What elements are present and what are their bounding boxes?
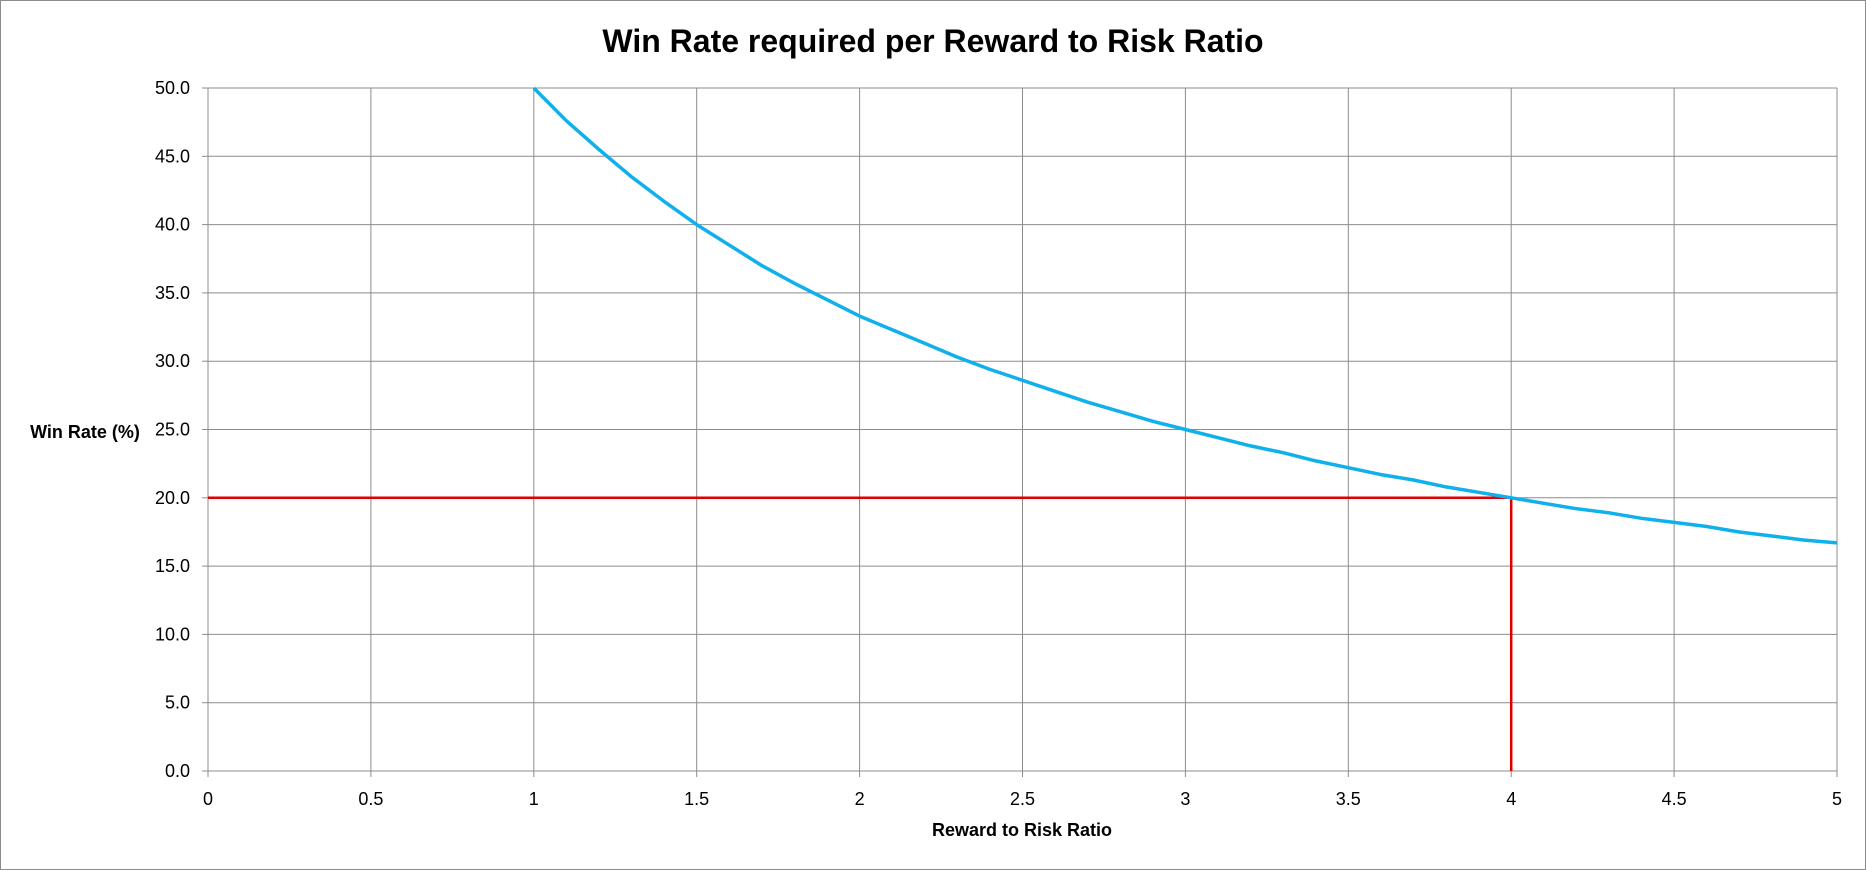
y-tick-label: 10.0: [155, 624, 190, 644]
y-tick-label: 20.0: [155, 488, 190, 508]
x-tick-label: 2.5: [1010, 789, 1035, 809]
x-tick-label: 2: [855, 789, 865, 809]
y-tick-label: 40.0: [155, 215, 190, 235]
plot-area: [208, 86, 1838, 771]
y-tick-label: 30.0: [155, 351, 190, 371]
y-tick-label: 45.0: [155, 146, 190, 166]
y-axis-title: Win Rate (%): [30, 422, 140, 442]
y-tick-label: 5.0: [165, 693, 190, 713]
x-tick-label: 3.5: [1336, 789, 1361, 809]
x-tick-label: 0.5: [358, 789, 383, 809]
x-tick-label: 4: [1506, 789, 1516, 809]
y-tick-label: 0.0: [165, 761, 190, 781]
x-axis-title: Reward to Risk Ratio: [932, 820, 1112, 840]
y-tick-label: 50.0: [155, 78, 190, 98]
y-tick-labels: 0.0 5.0 10.0 15.0 20.0 25.0 30.0 35.0 40.0 45.0 50…: [155, 78, 190, 781]
x-tick-label: 4.5: [1662, 789, 1687, 809]
x-tick-label: 1.5: [684, 789, 709, 809]
y-tick-label: 25.0: [155, 420, 190, 440]
x-tick-label: 0: [203, 789, 213, 809]
x-tick-labels: 0 0.5 1 1.5 2 2.5 3 3.5 4 4.5 5: [203, 789, 1842, 809]
x-tick-label: 3: [1180, 789, 1190, 809]
chart-title: Win Rate required per Reward to Risk Rat…: [602, 23, 1263, 59]
x-tick-label: 1: [529, 789, 539, 809]
y-tick-label: 35.0: [155, 283, 190, 303]
grid: [202, 87, 1838, 777]
y-tick-label: 15.0: [155, 556, 190, 576]
x-tick-label: 5: [1832, 789, 1842, 809]
